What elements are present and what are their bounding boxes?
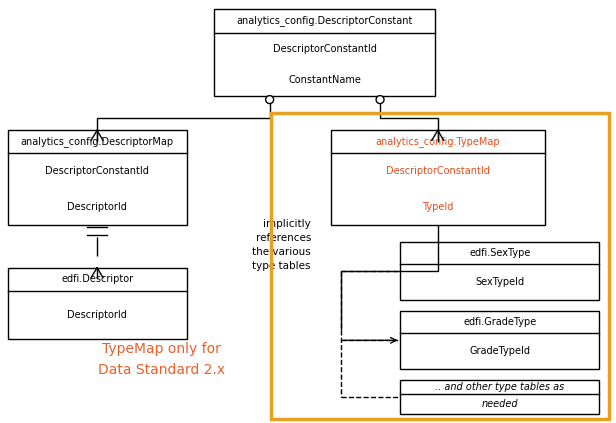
Bar	[7, 268, 187, 339]
Bar	[214, 9, 436, 96]
Text: implicitly
references
the various
type tables: implicitly references the various type t…	[252, 219, 311, 271]
Circle shape	[376, 96, 384, 104]
Bar	[271, 113, 609, 419]
Circle shape	[265, 96, 274, 104]
Bar	[7, 130, 187, 225]
Text: GradeTypeId: GradeTypeId	[469, 346, 530, 356]
Text: ConstantName: ConstantName	[288, 75, 362, 85]
Text: DescriptorId: DescriptorId	[67, 310, 127, 320]
Bar	[400, 311, 599, 369]
Text: analytics_config.TypeMap: analytics_config.TypeMap	[375, 136, 500, 147]
Text: edfi.Descriptor: edfi.Descriptor	[61, 274, 133, 284]
Text: needed: needed	[482, 399, 518, 409]
Text: analytics_config.DescriptorConstant: analytics_config.DescriptorConstant	[237, 16, 413, 27]
Text: edfi.GradeType: edfi.GradeType	[463, 317, 537, 327]
Text: .. and other type tables as: .. and other type tables as	[436, 382, 564, 392]
Text: TypeId: TypeId	[422, 202, 453, 212]
Text: edfi.SexType: edfi.SexType	[469, 248, 530, 258]
Text: DescriptorConstantId: DescriptorConstantId	[273, 44, 377, 54]
Text: TypeMap only for
Data Standard 2.x: TypeMap only for Data Standard 2.x	[98, 342, 225, 376]
Text: DescriptorConstantId: DescriptorConstantId	[45, 166, 149, 176]
Text: analytics_config.DescriptorMap: analytics_config.DescriptorMap	[20, 136, 174, 147]
Text: DescriptorConstantId: DescriptorConstantId	[386, 166, 490, 176]
Text: DescriptorId: DescriptorId	[67, 202, 127, 212]
Bar	[331, 130, 545, 225]
Bar	[400, 380, 599, 414]
Text: SexTypeId: SexTypeId	[476, 277, 524, 287]
Bar	[400, 242, 599, 299]
